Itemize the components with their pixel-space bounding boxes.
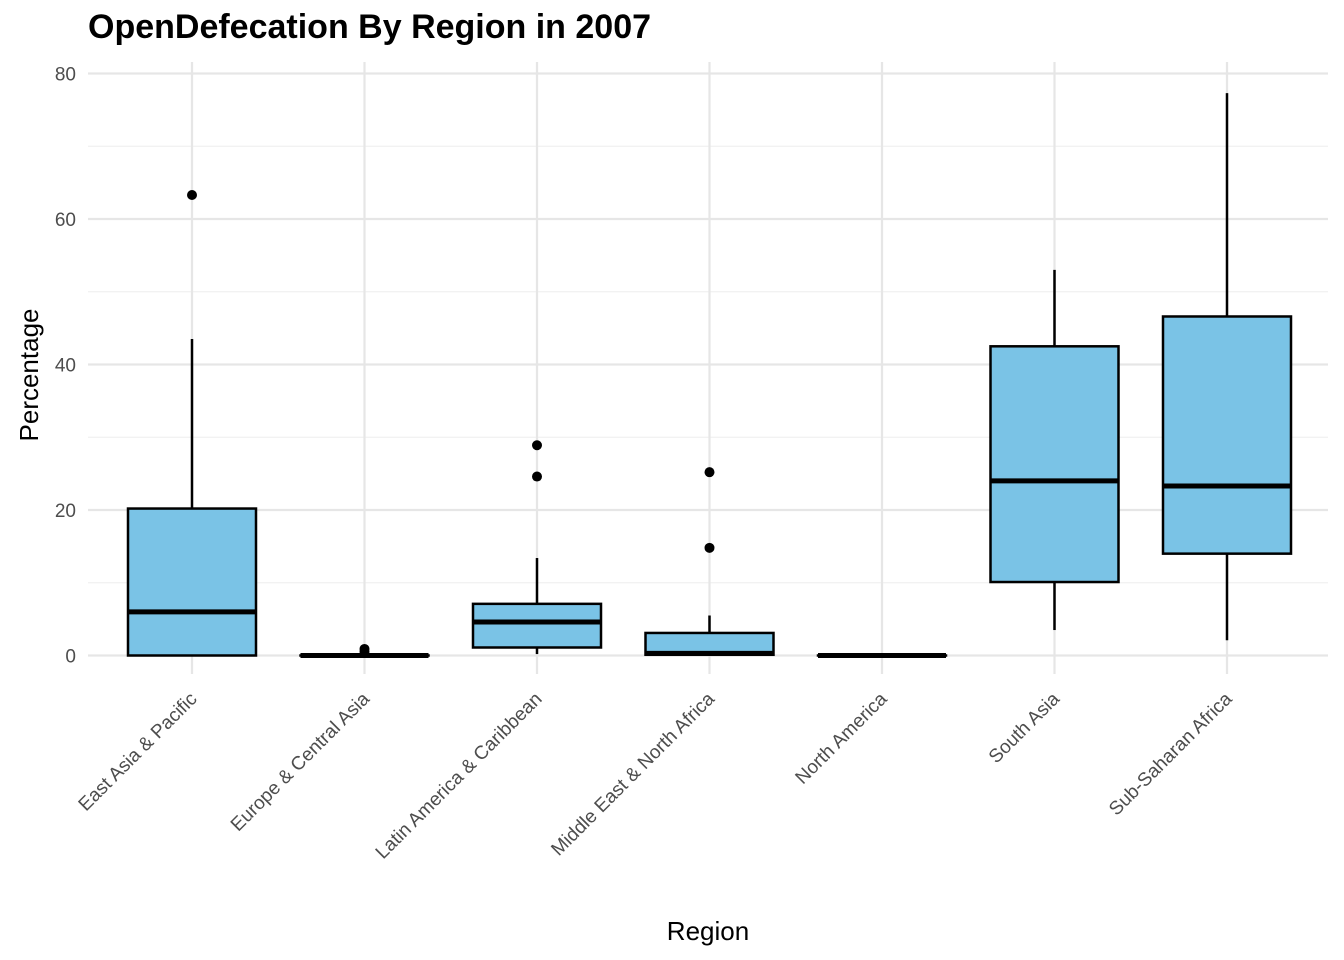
chart-title: OpenDefecation By Region in 2007 <box>88 8 652 46</box>
box-group <box>989 269 1120 631</box>
x-tick-label: Sub-Saharan Africa <box>1105 688 1237 820</box>
x-tick-label: Latin America & Caribbean <box>372 689 547 864</box>
x-axis-title: Region <box>667 916 749 946</box>
box-group <box>471 440 603 655</box>
x-axis-ticks: East Asia & Pacific Europe & Central Asia… <box>75 688 1237 863</box>
box <box>989 345 1120 584</box>
box <box>1161 315 1293 555</box>
x-tick-label: South Asia <box>985 688 1064 767</box>
x-tick-label: Middle East & North Africa <box>547 688 719 860</box>
x-tick-label: North America <box>792 688 892 788</box>
outlier-point <box>704 542 715 553</box>
box <box>471 602 603 649</box>
box <box>126 507 258 657</box>
outlier-point <box>532 440 542 451</box>
outlier-point <box>532 471 542 482</box>
x-tick-label: Europe & Central Asia <box>227 688 374 835</box>
boxes <box>126 93 1293 658</box>
box-group <box>644 467 775 657</box>
box-group <box>126 189 258 657</box>
y-tick-label: 0 <box>65 647 76 668</box>
x-tick-label: East Asia & Pacific <box>75 689 202 816</box>
outlier-point <box>359 643 370 654</box>
y-tick-label: 80 <box>55 65 76 86</box>
y-tick-label: 20 <box>55 501 76 522</box>
outlier-point <box>704 467 715 478</box>
box-group <box>1161 93 1293 641</box>
y-axis-title: Percentage <box>14 309 44 442</box>
y-tick-label: 40 <box>55 356 76 377</box>
y-axis-ticks: 0 20 40 60 80 <box>55 65 76 668</box>
grid-lines <box>88 62 1328 674</box>
box-group <box>299 643 430 658</box>
y-tick-label: 60 <box>55 210 76 231</box>
outlier-point <box>187 189 197 200</box>
